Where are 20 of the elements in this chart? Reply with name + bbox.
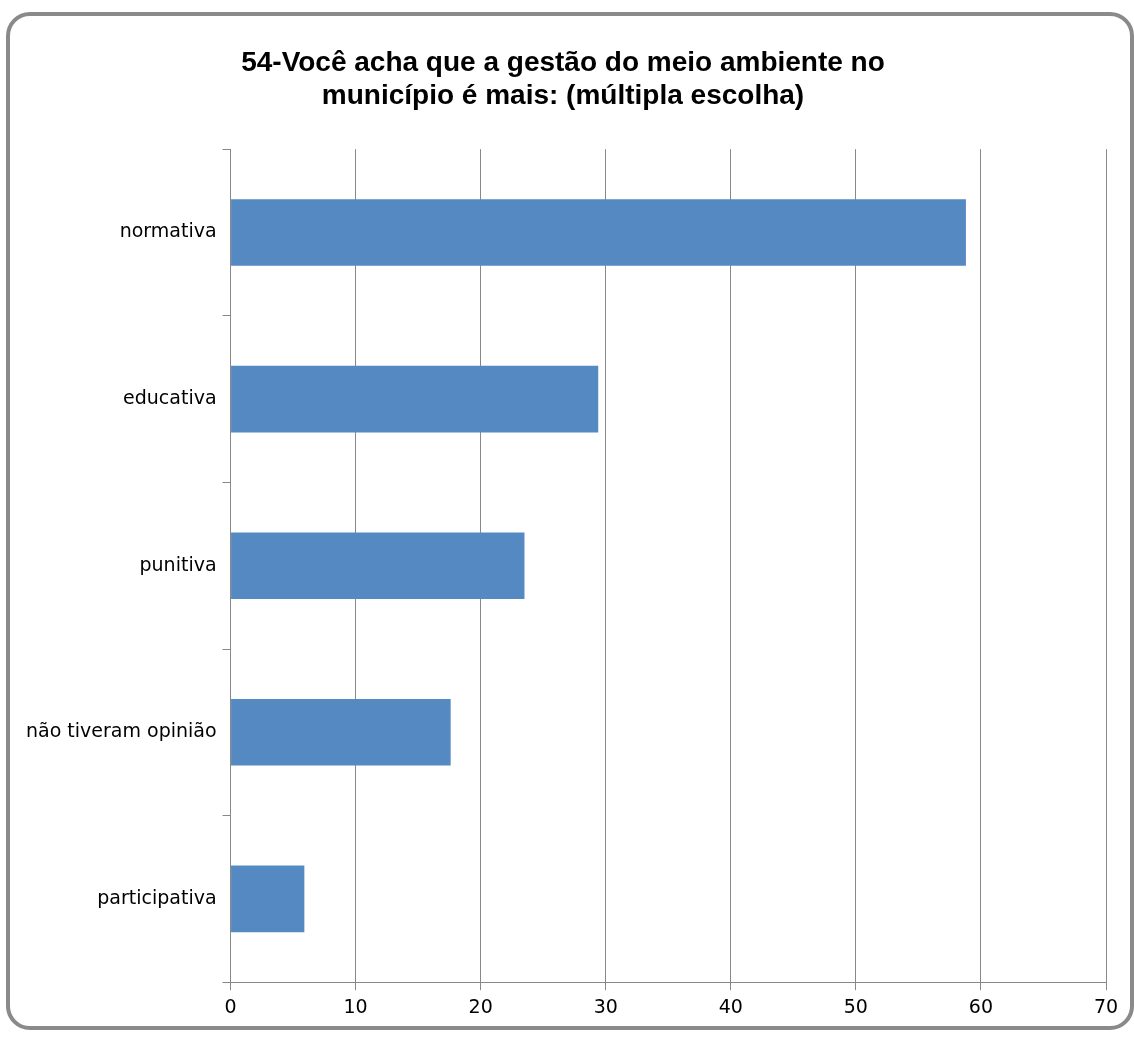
bar (231, 532, 525, 600)
y-tick-label: não tiveram opinião (25, 719, 217, 742)
x-tick-label: 60 (968, 994, 994, 1017)
bar (231, 865, 305, 933)
bar (231, 199, 966, 266)
x-tick-label: 10 (343, 994, 368, 1017)
bar (231, 698, 451, 766)
text: município é mais: (múltipla escolha) (321, 79, 805, 111)
x-tick-label: 0 (224, 994, 237, 1017)
x-tick-label: 50 (843, 994, 868, 1017)
y-tick-label: punitiva (139, 552, 217, 575)
y-tick-label: educativa (123, 386, 217, 409)
x-tick-label: 20 (468, 994, 493, 1017)
x-tick-label: 30 (593, 994, 618, 1017)
bar (231, 365, 599, 433)
x-tick-label: 40 (718, 994, 743, 1017)
y-tick-label: participativa (97, 885, 217, 908)
x-tick-label: 70 (1093, 994, 1119, 1017)
y-tick-label: normativa (119, 219, 217, 242)
text: 54-Você acha que a gestão do meio ambiente no (241, 45, 885, 77)
